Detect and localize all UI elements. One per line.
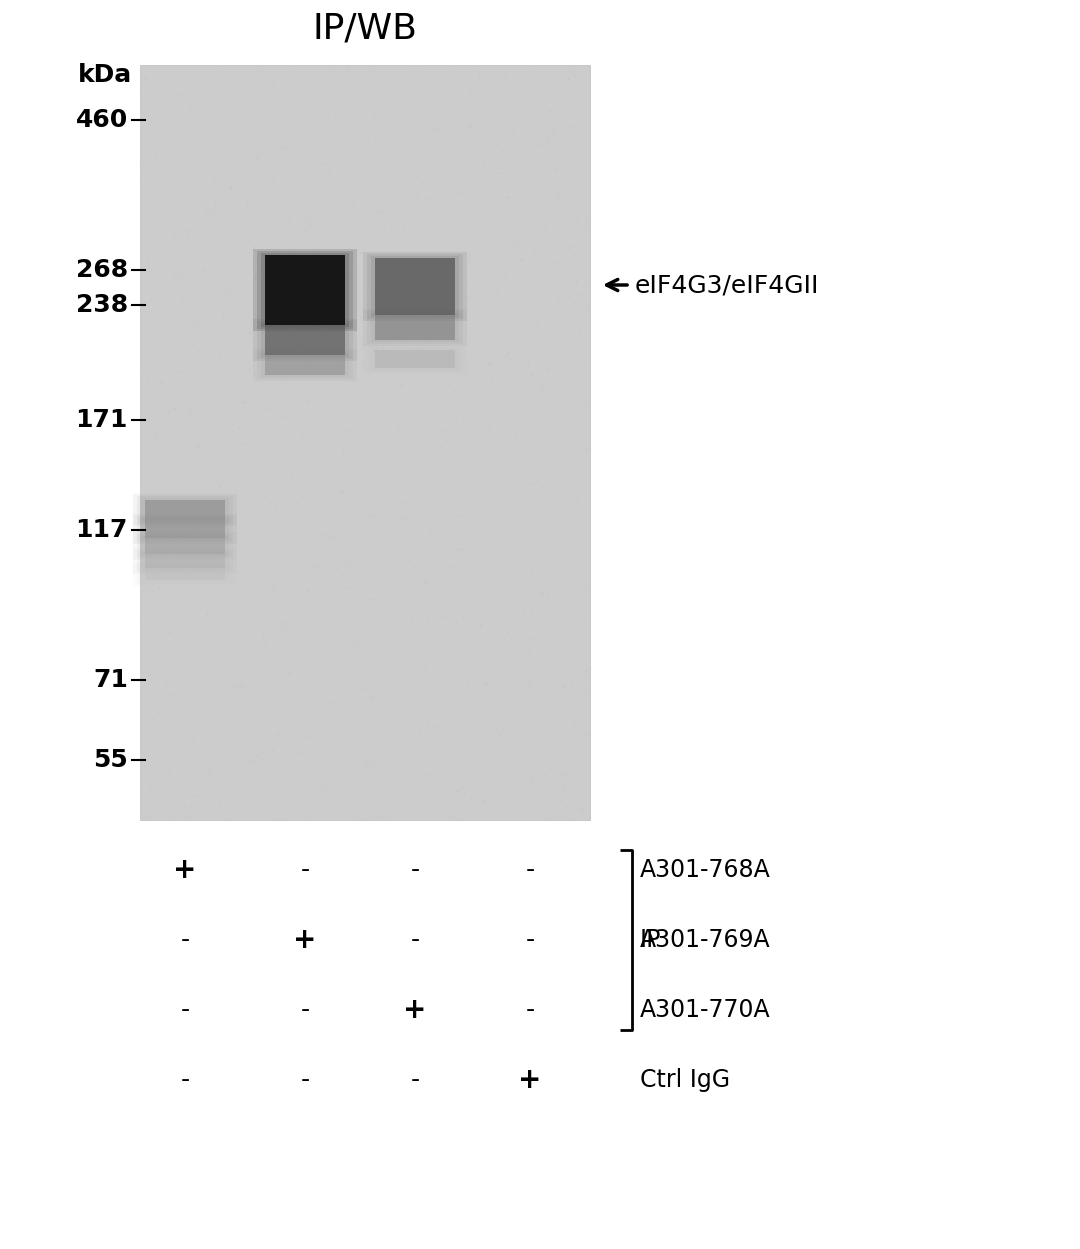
Text: A301-768A: A301-768A xyxy=(640,858,771,882)
Bar xyxy=(137,516,233,542)
Bar xyxy=(363,309,467,346)
Bar xyxy=(261,353,349,377)
Text: 117: 117 xyxy=(76,518,129,542)
Bar xyxy=(141,518,229,540)
Bar xyxy=(253,318,357,361)
Bar xyxy=(133,515,237,545)
Bar xyxy=(363,252,467,321)
Text: -: - xyxy=(410,928,419,952)
Bar xyxy=(145,500,225,520)
Bar xyxy=(257,351,353,378)
Bar xyxy=(261,323,349,357)
Text: Ctrl IgG: Ctrl IgG xyxy=(640,1068,730,1092)
Bar xyxy=(137,535,233,558)
Text: -: - xyxy=(410,1068,419,1092)
Text: eIF4G3/eIF4GII: eIF4G3/eIF4GII xyxy=(635,274,820,297)
Bar xyxy=(133,532,237,560)
Text: A301-769A: A301-769A xyxy=(640,928,771,952)
Text: -: - xyxy=(180,998,190,1022)
Bar xyxy=(137,496,233,525)
Bar xyxy=(141,536,229,556)
Text: +: + xyxy=(518,1065,542,1094)
Bar xyxy=(133,562,237,586)
Text: -: - xyxy=(526,998,535,1022)
Text: -: - xyxy=(300,858,310,882)
Text: 460: 460 xyxy=(76,107,129,132)
Text: +: + xyxy=(173,856,197,884)
Text: -: - xyxy=(300,998,310,1022)
Text: kDa: kDa xyxy=(78,62,132,87)
Text: -: - xyxy=(526,928,535,952)
Bar xyxy=(137,565,233,585)
Bar xyxy=(375,259,455,315)
Bar xyxy=(257,251,353,328)
Text: IP/WB: IP/WB xyxy=(312,11,418,45)
Bar xyxy=(141,566,229,582)
Bar xyxy=(265,255,345,325)
Bar xyxy=(257,321,353,358)
Text: +: + xyxy=(403,995,427,1024)
Bar xyxy=(367,254,463,318)
Bar xyxy=(141,498,229,522)
Text: 71: 71 xyxy=(93,668,129,692)
Text: +: + xyxy=(294,926,316,954)
Bar xyxy=(145,568,225,580)
Bar xyxy=(253,249,357,331)
Bar xyxy=(265,325,345,355)
Bar xyxy=(367,346,463,372)
Bar xyxy=(253,348,357,381)
Bar xyxy=(375,350,455,368)
Bar xyxy=(372,313,459,342)
Text: -: - xyxy=(180,928,190,952)
Bar xyxy=(145,538,225,555)
Text: -: - xyxy=(526,858,535,882)
Text: 268: 268 xyxy=(76,259,129,282)
Text: -: - xyxy=(410,858,419,882)
Bar xyxy=(137,550,233,572)
Bar xyxy=(133,495,237,526)
Bar xyxy=(367,311,463,343)
Bar xyxy=(372,348,459,370)
Text: -: - xyxy=(180,1068,190,1092)
Bar xyxy=(133,548,237,575)
Text: IP: IP xyxy=(640,928,661,952)
Text: 238: 238 xyxy=(76,294,129,317)
Bar xyxy=(140,65,590,821)
Bar xyxy=(363,343,467,373)
Bar xyxy=(375,315,455,340)
Text: -: - xyxy=(300,1068,310,1092)
Text: 55: 55 xyxy=(93,748,129,772)
Bar xyxy=(261,254,349,327)
Bar xyxy=(145,555,225,568)
Text: 171: 171 xyxy=(76,408,129,432)
Bar xyxy=(145,520,225,538)
Bar xyxy=(372,256,459,317)
Text: A301-770A: A301-770A xyxy=(640,998,771,1022)
Bar xyxy=(141,552,229,570)
Bar xyxy=(265,355,345,375)
